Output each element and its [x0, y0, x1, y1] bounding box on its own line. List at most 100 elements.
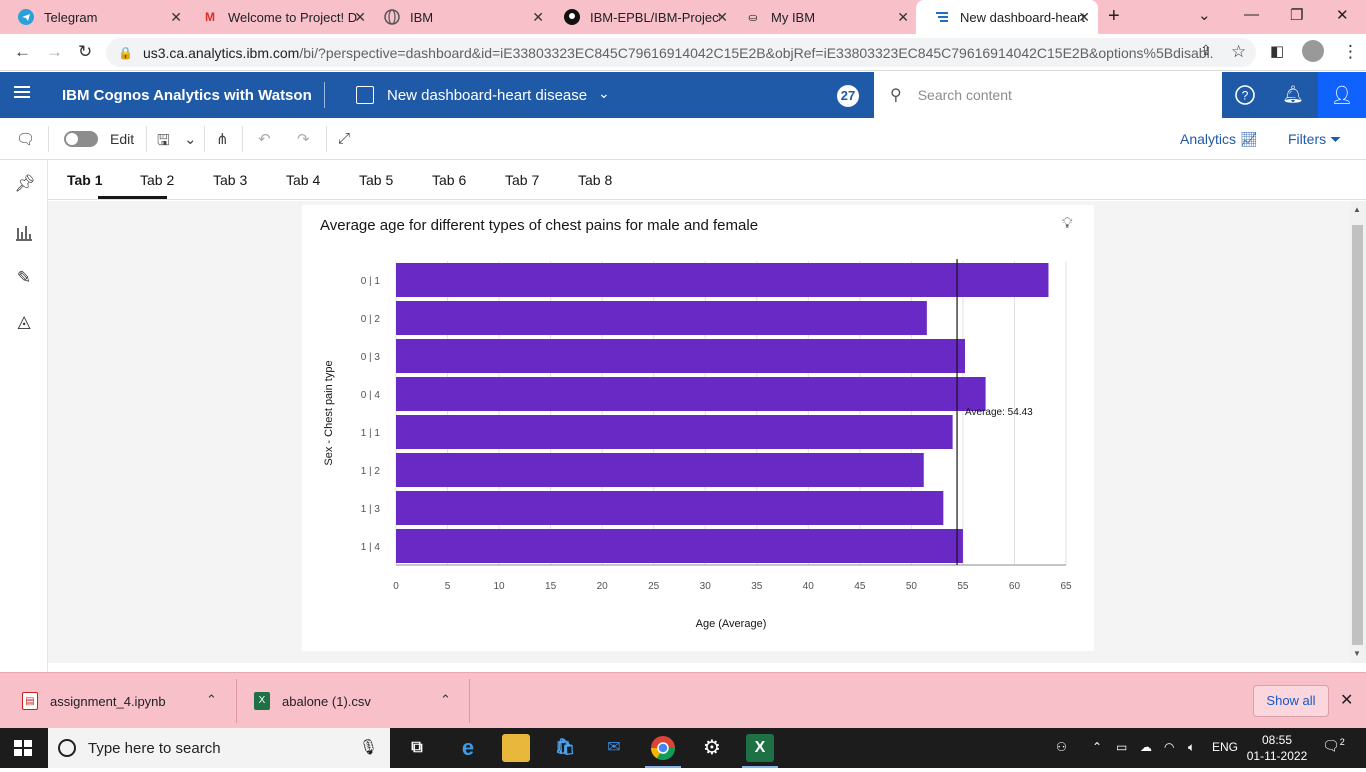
scroll-down-icon[interactable]: ▼ — [1353, 649, 1361, 658]
browser-tab-ibm[interactable]: IBM ✕ — [366, 0, 552, 34]
task-view-icon[interactable]: ⧉ — [411, 739, 423, 756]
github-icon — [564, 9, 580, 25]
windows-start-icon[interactable] — [14, 740, 32, 756]
tab-3[interactable]: Tab 3 — [213, 172, 248, 188]
undo-icon[interactable]: ↶ — [258, 131, 271, 148]
scroll-up-icon[interactable]: ▲ — [1353, 205, 1361, 214]
save-icon[interactable]: 🖫︎ — [157, 132, 170, 149]
share-icon[interactable]: ⋔ — [216, 131, 229, 148]
file-explorer-icon[interactable] — [502, 734, 530, 762]
bookmark-star-icon[interactable]: ☆ — [1231, 42, 1247, 61]
redo-icon[interactable]: ↷ — [297, 131, 310, 148]
pin-icon[interactable]: 📌︎ — [14, 174, 36, 193]
bar[interactable] — [396, 415, 953, 449]
bar[interactable] — [396, 263, 1049, 297]
profile-avatar[interactable] — [1302, 40, 1324, 62]
chevron-up-icon[interactable]: ⌃ — [1092, 740, 1103, 754]
battery-icon[interactable]: ▭ — [1116, 740, 1128, 754]
browser-tab-github[interactable]: IBM-EPBL/IBM-Project ✕ — [546, 0, 736, 34]
download-item-csv[interactable]: X abalone (1).csv — [254, 673, 371, 729]
close-tab-icon[interactable]: ✕ — [354, 9, 366, 25]
onedrive-cloud-icon[interactable]: ☁ — [1140, 740, 1152, 754]
chrome-icon[interactable] — [645, 734, 681, 768]
chart-widget[interactable]: Average age for different types of chest… — [302, 205, 1094, 651]
microphone-icon[interactable]: 🎙︎ — [358, 739, 378, 756]
notification-bell-icon[interactable]: 🔔︎ — [1282, 85, 1304, 104]
tab-title: My IBM — [771, 9, 816, 25]
bar[interactable] — [396, 529, 963, 563]
people-icon[interactable]: ⚇ — [1056, 740, 1067, 754]
vertical-scrollbar[interactable]: ▲ ▼ — [1350, 201, 1366, 663]
chevron-up-icon[interactable]: ⌃ — [206, 692, 217, 707]
microsoft-store-icon[interactable]: 🛍︎ — [554, 739, 576, 756]
download-item-notebook[interactable]: ▤ assignment_4.ipynb — [22, 673, 166, 729]
tab-2[interactable]: Tab 2 — [140, 172, 175, 188]
restore-icon[interactable]: ❐ — [1290, 7, 1304, 24]
bar[interactable] — [396, 491, 944, 525]
close-tab-icon[interactable]: ✕ — [170, 9, 182, 25]
browser-tab-gmail[interactable]: M Welcome to Project! D ✕ — [184, 0, 374, 34]
assistant-icon[interactable]: ◬ — [17, 312, 31, 331]
user-profile-icon[interactable]: 👤︎ — [1318, 72, 1366, 118]
side-panel-icon[interactable]: ◧ — [1270, 43, 1285, 60]
dashboard-title[interactable]: New dashboard-heart disease — [387, 87, 588, 104]
lightbulb-insights-icon[interactable]: 💡︎ — [1062, 215, 1073, 232]
close-tab-icon[interactable]: ✕ — [532, 9, 544, 25]
search-input[interactable]: ⚲ Search content — [874, 72, 1222, 118]
bar[interactable] — [396, 377, 986, 411]
notification-count-badge[interactable]: 27 — [837, 85, 859, 107]
close-tab-icon[interactable]: ✕ — [1078, 9, 1090, 25]
bar[interactable] — [396, 301, 927, 335]
analytics-button[interactable]: Analytics 📈︎ — [1180, 131, 1258, 148]
minimize-icon[interactable]: — — [1244, 6, 1259, 23]
edit-mode-toggle[interactable] — [64, 131, 98, 147]
save-chevron-down-icon[interactable]: ⌄ — [184, 131, 197, 148]
chevron-down-icon[interactable]: ⌄ — [598, 85, 610, 101]
taskbar-search-input[interactable]: Type here to search 🎙︎ — [48, 728, 390, 768]
close-window-icon[interactable]: ✕ — [1336, 7, 1349, 24]
share-icon[interactable]: ⇪ — [1200, 42, 1212, 58]
excel-app-icon[interactable]: X — [742, 734, 778, 768]
clock-time: 08:55 — [1261, 733, 1293, 747]
visualizations-icon[interactable] — [14, 222, 34, 242]
edge-browser-icon[interactable]: e — [461, 735, 475, 760]
close-tab-icon[interactable]: ✕ — [897, 9, 909, 25]
tab-search-chevron-icon[interactable]: ⌄ — [1198, 7, 1211, 24]
tab-7[interactable]: Tab 7 — [505, 172, 540, 188]
bar[interactable] — [396, 453, 924, 487]
wifi-icon[interactable]: ◠ — [1164, 740, 1175, 754]
forward-arrow-icon[interactable]: → — [46, 42, 63, 61]
new-tab-plus-icon[interactable]: + — [1108, 5, 1120, 27]
help-icon[interactable]: ? — [1234, 84, 1256, 106]
back-arrow-icon[interactable]: ← — [14, 42, 31, 61]
system-clock[interactable]: 08:55 01-11-2022 — [1244, 732, 1310, 764]
x-tick-label: 10 — [494, 581, 506, 592]
close-downloads-icon[interactable]: ✕ — [1340, 692, 1354, 709]
reload-icon[interactable]: ↻ — [78, 42, 93, 61]
tab-8[interactable]: Tab 8 — [578, 172, 613, 188]
mail-icon[interactable]: ✉ — [607, 739, 621, 756]
tab-6[interactable]: Tab 6 — [432, 172, 467, 188]
hamburger-menu-icon[interactable] — [14, 86, 30, 100]
comment-icon[interactable]: 🗨︎ — [16, 131, 36, 148]
widgets-icon[interactable]: ✎ — [16, 268, 32, 287]
language-indicator[interactable]: ENG — [1212, 740, 1239, 754]
filters-button[interactable]: Filters ⏷ — [1288, 131, 1341, 148]
bar[interactable] — [396, 339, 965, 373]
show-all-button[interactable]: Show all — [1253, 685, 1329, 717]
chevron-up-icon[interactable]: ⌃ — [440, 692, 451, 707]
browser-tab-dashboard[interactable]: New dashboard-heart ✕ — [916, 0, 1098, 34]
browser-tab-telegram[interactable]: Telegram ✕ — [0, 0, 190, 34]
volume-icon[interactable]: 🔈︎ — [1188, 740, 1196, 754]
settings-gear-icon[interactable]: ⚙ — [703, 737, 721, 759]
tab-4[interactable]: Tab 4 — [286, 172, 321, 188]
more-menu-icon[interactable]: ⋮ — [1342, 42, 1359, 61]
url-omnibox[interactable]: 🔒 us3.ca.analytics.ibm.com/bi/?perspecti… — [106, 38, 1256, 67]
scrollbar-thumb[interactable] — [1352, 225, 1363, 645]
action-center-icon[interactable]: 🗨︎2 — [1322, 737, 1345, 754]
close-tab-icon[interactable]: ✕ — [716, 9, 728, 25]
tab-5[interactable]: Tab 5 — [359, 172, 394, 188]
tab-1[interactable]: Tab 1 — [67, 172, 103, 188]
browser-tab-my-ibm[interactable]: ⛀ My IBM ✕ — [727, 0, 917, 34]
fullscreen-icon[interactable]: ⤢ — [338, 130, 351, 147]
